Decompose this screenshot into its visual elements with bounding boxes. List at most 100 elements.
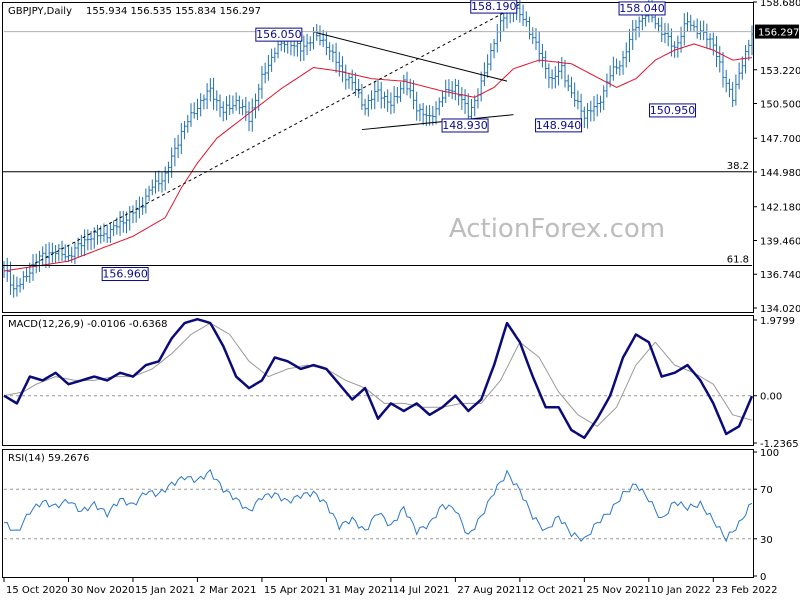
x-tick-label: 15 Jan 2021 xyxy=(135,585,195,596)
ohlc-bar xyxy=(518,0,522,23)
ohlc-bar xyxy=(750,25,754,56)
ohlc-bar xyxy=(447,79,451,97)
ohlc-bar xyxy=(666,23,670,47)
ohlc-bar xyxy=(166,161,170,184)
ohlc-bar xyxy=(273,47,277,63)
moving-average-line xyxy=(3,43,753,272)
ohlc-bar xyxy=(460,87,464,110)
rsi-pane-frame xyxy=(2,449,754,578)
ohlc-bar xyxy=(605,73,609,98)
ohlc-bar xyxy=(724,69,728,93)
ohlc-bar xyxy=(86,229,90,251)
price-annotation-box xyxy=(649,103,697,118)
ohlc-bar xyxy=(347,72,351,89)
ohlc-bar xyxy=(686,12,690,32)
ohlc-bar xyxy=(353,72,357,97)
ohlc-bar xyxy=(434,101,438,125)
price-annotation-box xyxy=(255,27,303,42)
ohlc-bar xyxy=(544,50,548,79)
trendline xyxy=(29,3,521,267)
price-annotation: 156.960 xyxy=(101,267,149,282)
ohlc-bar xyxy=(457,79,461,106)
price-annotation-label: 158.040 xyxy=(619,2,665,15)
price-annotation-box xyxy=(535,118,583,133)
price-annotation-box xyxy=(101,267,149,282)
ohlc-bar xyxy=(486,54,490,78)
ohlc-bar xyxy=(627,28,631,63)
ohlc-bar xyxy=(25,267,29,282)
ohlc-bar xyxy=(569,76,573,98)
price-tick-label: 147.700 xyxy=(760,134,800,145)
price-annotation-label: 148.940 xyxy=(536,119,582,132)
ohlc-bar xyxy=(270,48,274,72)
price-annotation-box xyxy=(441,118,489,133)
ohlc-bar xyxy=(405,71,409,96)
ohlc-bar xyxy=(15,276,19,297)
ohlc-bar xyxy=(708,33,712,50)
ohlc-bar xyxy=(418,103,422,122)
ohlc-bar xyxy=(521,4,525,27)
x-tick-label: 12 Oct 2021 xyxy=(522,585,584,596)
ohlc-bar xyxy=(50,242,54,263)
ohlc-bar xyxy=(173,137,177,167)
macd-tick-label: 0.00 xyxy=(760,392,782,403)
ohlc-bar xyxy=(199,93,203,117)
macd-tick-label: 1.9799 xyxy=(760,316,795,327)
ohlc-bar xyxy=(154,171,158,194)
ohlc-bar xyxy=(402,74,406,94)
ohlc-bar xyxy=(660,17,664,43)
ohlc-bar xyxy=(437,97,441,116)
ohlc-bar xyxy=(344,64,348,90)
ohlc-bar xyxy=(263,62,267,84)
ohlc-bar xyxy=(241,99,245,116)
ohlc-bar xyxy=(744,45,748,74)
ohlc-bar xyxy=(118,211,122,236)
x-tick-label: 15 Oct 2020 xyxy=(6,585,68,596)
ohlc-bar xyxy=(711,32,715,56)
x-tick-label: 31 May 2021 xyxy=(328,585,393,596)
ohlc-bar xyxy=(731,81,735,107)
ohlc-bar xyxy=(563,59,567,88)
ohlc-bar xyxy=(453,78,457,101)
fib-label: 38.2 xyxy=(727,161,749,172)
ohlc-bar xyxy=(215,90,219,111)
ohlc-bar xyxy=(366,94,370,117)
ohlc-bar xyxy=(428,105,432,126)
ohlc-bar xyxy=(370,90,374,110)
ohlc-bar xyxy=(18,277,22,293)
ohlc-bar xyxy=(237,95,241,115)
price-pane-frame xyxy=(2,2,754,313)
ohlc-bar xyxy=(389,92,393,115)
ohlc-bar xyxy=(205,83,209,110)
ohlc-bar xyxy=(740,56,744,80)
ohlc-bar xyxy=(621,50,625,75)
ohlc-bar xyxy=(598,95,602,113)
price-annotation: 148.940 xyxy=(535,118,583,133)
ohlc-bar xyxy=(602,85,606,111)
ohlc-bar xyxy=(208,78,212,102)
ohlc-bar xyxy=(702,20,706,41)
macd-pane-frame xyxy=(2,315,754,446)
ohlc-bar xyxy=(183,120,187,140)
ohlc-bar xyxy=(408,78,412,99)
ohlc-bar xyxy=(73,241,77,265)
ohlc-bar xyxy=(150,179,154,196)
ohlc-bar xyxy=(727,78,731,98)
ohlc-bar xyxy=(321,29,325,47)
price-annotation: 158.190 xyxy=(470,0,518,14)
axes: 158.680 156.297 153.220 150.500 147.700 144.9… xyxy=(3,0,800,596)
ohlc-bar xyxy=(721,52,725,88)
ohlc-bar xyxy=(495,23,499,53)
watermark: ActionForex.com xyxy=(449,214,665,244)
price-annotation-label: 158.190 xyxy=(471,0,517,13)
ohlc-bar xyxy=(31,254,35,281)
ohlc-bar xyxy=(212,77,216,110)
ohlc-bar xyxy=(424,105,428,126)
ohlc-bar xyxy=(121,210,125,233)
ohlc-bar xyxy=(624,42,628,68)
ohlc-bar xyxy=(54,245,58,263)
price-annotation-label: 150.950 xyxy=(650,104,696,117)
ohlc-bar xyxy=(108,222,112,243)
ohlc-bar xyxy=(615,58,619,75)
